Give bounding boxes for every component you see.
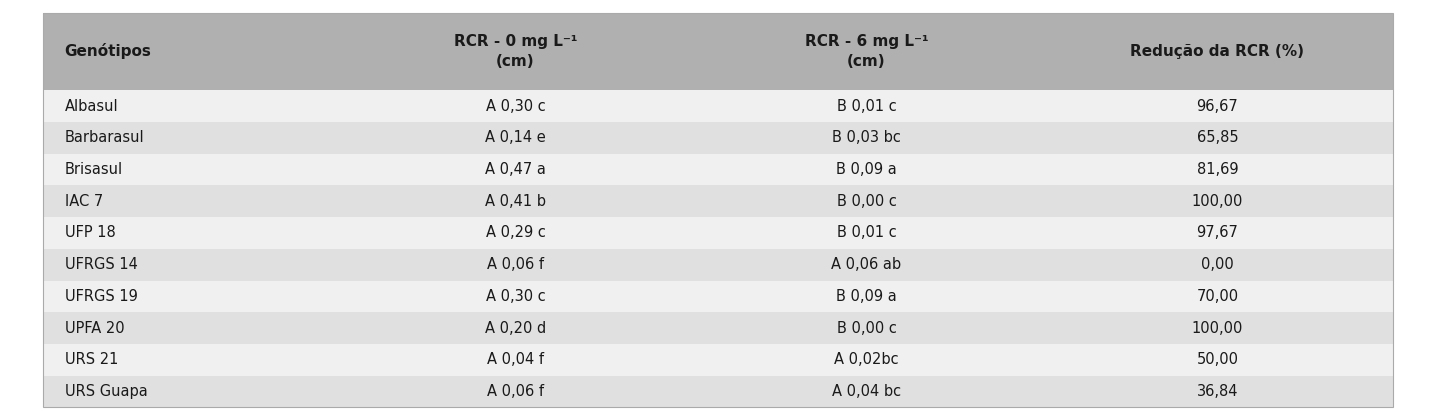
Text: IAC 7: IAC 7 <box>65 194 103 209</box>
Text: B 0,09 a: B 0,09 a <box>836 162 898 177</box>
Bar <box>43 281 1393 312</box>
Text: UFRGS 19: UFRGS 19 <box>65 289 138 304</box>
Bar <box>43 186 1393 217</box>
Text: 100,00: 100,00 <box>1192 320 1244 336</box>
Text: 36,84: 36,84 <box>1196 384 1238 399</box>
Text: Albasul: Albasul <box>65 99 118 114</box>
Text: 81,69: 81,69 <box>1196 162 1238 177</box>
Text: UPFA 20: UPFA 20 <box>65 320 125 336</box>
Text: B 0,01 c: B 0,01 c <box>837 99 896 114</box>
Bar <box>43 122 1393 154</box>
Text: A 0,04 bc: A 0,04 bc <box>831 384 900 399</box>
Bar <box>43 344 1393 375</box>
Text: A 0,06 f: A 0,06 f <box>487 384 544 399</box>
Text: 97,67: 97,67 <box>1196 226 1238 241</box>
Text: B 0,09 a: B 0,09 a <box>836 289 898 304</box>
Text: A 0,41 b: A 0,41 b <box>485 194 546 209</box>
Bar <box>43 375 1393 407</box>
Text: URS Guapa: URS Guapa <box>65 384 148 399</box>
Text: B 0,01 c: B 0,01 c <box>837 226 896 241</box>
Bar <box>43 217 1393 249</box>
Text: A 0,30 c: A 0,30 c <box>485 289 546 304</box>
Text: A 0,04 f: A 0,04 f <box>487 352 544 368</box>
Text: 50,00: 50,00 <box>1196 352 1238 368</box>
Text: UFRGS 14: UFRGS 14 <box>65 257 138 272</box>
Text: UFP 18: UFP 18 <box>65 226 115 241</box>
Bar <box>43 154 1393 186</box>
Text: Genótipos: Genótipos <box>65 43 151 60</box>
Text: A 0,30 c: A 0,30 c <box>485 99 546 114</box>
Text: B 0,00 c: B 0,00 c <box>837 194 896 209</box>
Text: B 0,00 c: B 0,00 c <box>837 320 896 336</box>
Text: A 0,02bc: A 0,02bc <box>834 352 899 368</box>
Text: A 0,47 a: A 0,47 a <box>485 162 546 177</box>
Text: A 0,06 ab: A 0,06 ab <box>831 257 902 272</box>
Bar <box>43 249 1393 281</box>
Text: 96,67: 96,67 <box>1196 99 1238 114</box>
Bar <box>43 90 1393 122</box>
Text: Redução da RCR (%): Redução da RCR (%) <box>1130 44 1304 59</box>
Text: A 0,06 f: A 0,06 f <box>487 257 544 272</box>
Text: Brisasul: Brisasul <box>65 162 122 177</box>
Text: 70,00: 70,00 <box>1196 289 1238 304</box>
Bar <box>43 13 1393 90</box>
Text: URS 21: URS 21 <box>65 352 118 368</box>
Text: A 0,29 c: A 0,29 c <box>485 226 546 241</box>
Text: A 0,20 d: A 0,20 d <box>485 320 546 336</box>
Text: A 0,14 e: A 0,14 e <box>485 130 546 145</box>
Bar <box>43 312 1393 344</box>
Text: B 0,03 bc: B 0,03 bc <box>831 130 900 145</box>
Text: 65,85: 65,85 <box>1196 130 1238 145</box>
Text: RCR - 6 mg L⁻¹
(cm): RCR - 6 mg L⁻¹ (cm) <box>804 34 928 69</box>
Text: 100,00: 100,00 <box>1192 194 1244 209</box>
Text: 0,00: 0,00 <box>1200 257 1234 272</box>
Text: RCR - 0 mg L⁻¹
(cm): RCR - 0 mg L⁻¹ (cm) <box>454 34 577 69</box>
Text: Barbarasul: Barbarasul <box>65 130 144 145</box>
